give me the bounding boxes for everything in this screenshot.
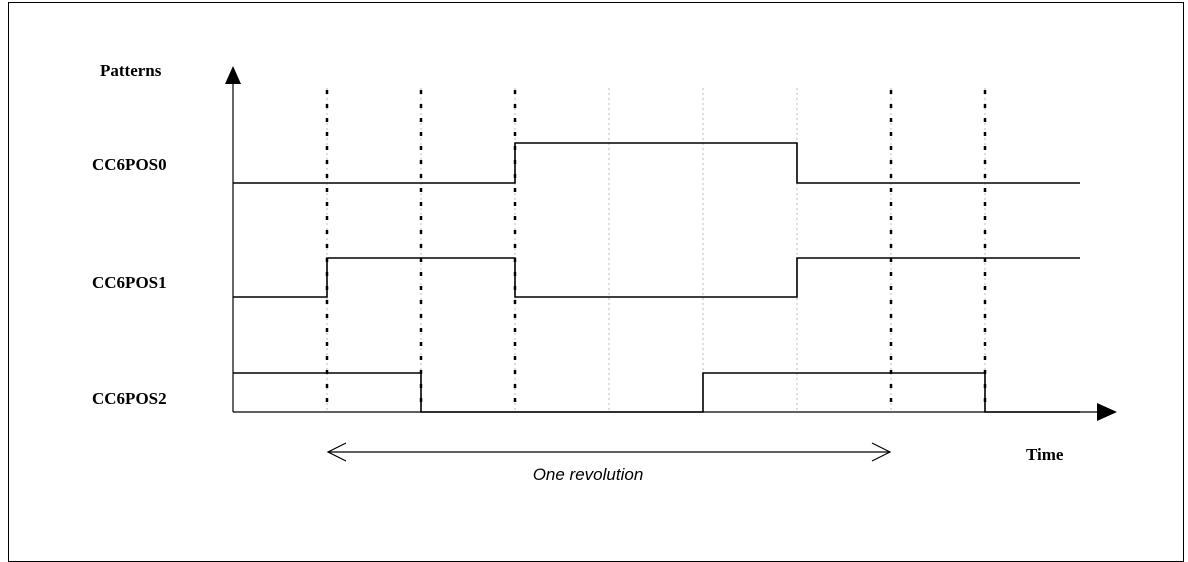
signal-label-cc6pos2: CC6POS2 [92, 389, 167, 408]
revolution-label: One revolution [533, 465, 644, 484]
waveform-cc6pos2 [233, 372, 1080, 413]
timing-diagram: Patterns Time CC6POS0 CC6POS1 CC6POS2 On… [92, 61, 1117, 484]
revolution-arrow-right-head [871, 442, 892, 462]
waveform-cc6pos0 [233, 142, 1080, 184]
y-axis-arrowhead [225, 66, 241, 84]
x-axis-arrowhead [1097, 403, 1117, 421]
waveform-cc6pos1 [233, 257, 1080, 298]
time-grid [325, 88, 987, 412]
signal-label-cc6pos1: CC6POS1 [92, 273, 167, 292]
x-axis-label: Time [1026, 445, 1064, 464]
signal-label-cc6pos0: CC6POS0 [92, 155, 167, 174]
y-axis-label: Patterns [100, 61, 162, 80]
revolution-arrow-left-head [326, 442, 347, 462]
